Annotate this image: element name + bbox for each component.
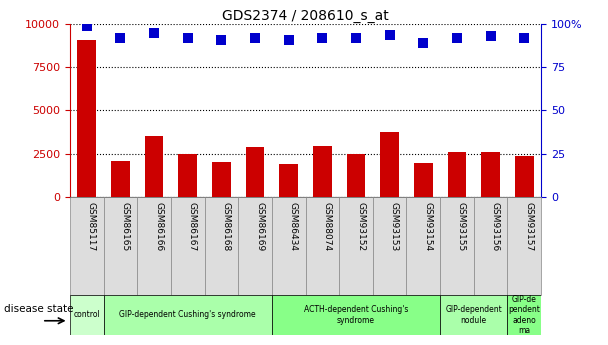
Bar [70, 197, 103, 295]
Bar [111, 161, 130, 197]
Bar [272, 295, 440, 335]
Text: GSM85117: GSM85117 [87, 201, 95, 251]
Point [385, 32, 395, 37]
Text: GSM93154: GSM93154 [423, 201, 432, 251]
Point [418, 40, 428, 46]
Bar [440, 197, 474, 295]
Text: GSM86167: GSM86167 [188, 201, 197, 251]
Bar [313, 146, 331, 197]
Bar [272, 197, 305, 295]
Point [216, 37, 226, 42]
Point [284, 37, 294, 42]
Point [183, 35, 193, 41]
Bar [373, 197, 407, 295]
Bar [515, 156, 534, 197]
Point [351, 35, 361, 41]
Point [452, 35, 462, 41]
Text: GIP-de
pendent
adeno
ma: GIP-de pendent adeno ma [508, 295, 541, 335]
Text: control: control [74, 310, 100, 319]
Bar [137, 197, 171, 295]
Text: GIP-dependent
nodule: GIP-dependent nodule [446, 305, 502, 325]
Point [116, 35, 125, 41]
Text: GSM93152: GSM93152 [356, 201, 365, 251]
Point [250, 35, 260, 41]
Text: GSM86168: GSM86168 [221, 201, 230, 251]
Point [149, 30, 159, 36]
Bar [246, 148, 264, 197]
Text: GSM93157: GSM93157 [524, 201, 533, 251]
Text: GSM86165: GSM86165 [120, 201, 130, 251]
Text: GSM93155: GSM93155 [457, 201, 466, 251]
Bar [440, 295, 508, 335]
Bar [339, 197, 373, 295]
Bar [280, 164, 298, 197]
Text: disease state: disease state [4, 304, 73, 314]
Text: GSM86434: GSM86434 [289, 201, 298, 250]
Text: GIP-dependent Cushing's syndrome: GIP-dependent Cushing's syndrome [119, 310, 256, 319]
Bar [238, 197, 272, 295]
Bar [508, 197, 541, 295]
Bar [212, 162, 230, 197]
Bar [77, 40, 96, 197]
Bar [305, 197, 339, 295]
Bar [508, 295, 541, 335]
Text: ACTH-dependent Cushing's
syndrome: ACTH-dependent Cushing's syndrome [304, 305, 408, 325]
Bar [103, 295, 272, 335]
Bar [70, 295, 103, 335]
Text: GSM93156: GSM93156 [491, 201, 500, 251]
Bar [407, 197, 440, 295]
Point [486, 33, 496, 39]
Bar [482, 152, 500, 197]
Text: GSM88074: GSM88074 [322, 201, 331, 251]
Bar [381, 132, 399, 197]
Point [519, 35, 529, 41]
Point [317, 35, 327, 41]
Bar [414, 163, 432, 197]
Bar [204, 197, 238, 295]
Title: GDS2374 / 208610_s_at: GDS2374 / 208610_s_at [222, 9, 389, 23]
Bar [103, 197, 137, 295]
Bar [145, 136, 164, 197]
Point [82, 23, 92, 29]
Text: GSM93153: GSM93153 [390, 201, 399, 251]
Bar [171, 197, 204, 295]
Text: GSM86166: GSM86166 [154, 201, 163, 251]
Text: GSM86169: GSM86169 [255, 201, 264, 251]
Bar [447, 152, 466, 197]
Bar [179, 155, 197, 197]
Bar [347, 155, 365, 197]
Bar [474, 197, 508, 295]
